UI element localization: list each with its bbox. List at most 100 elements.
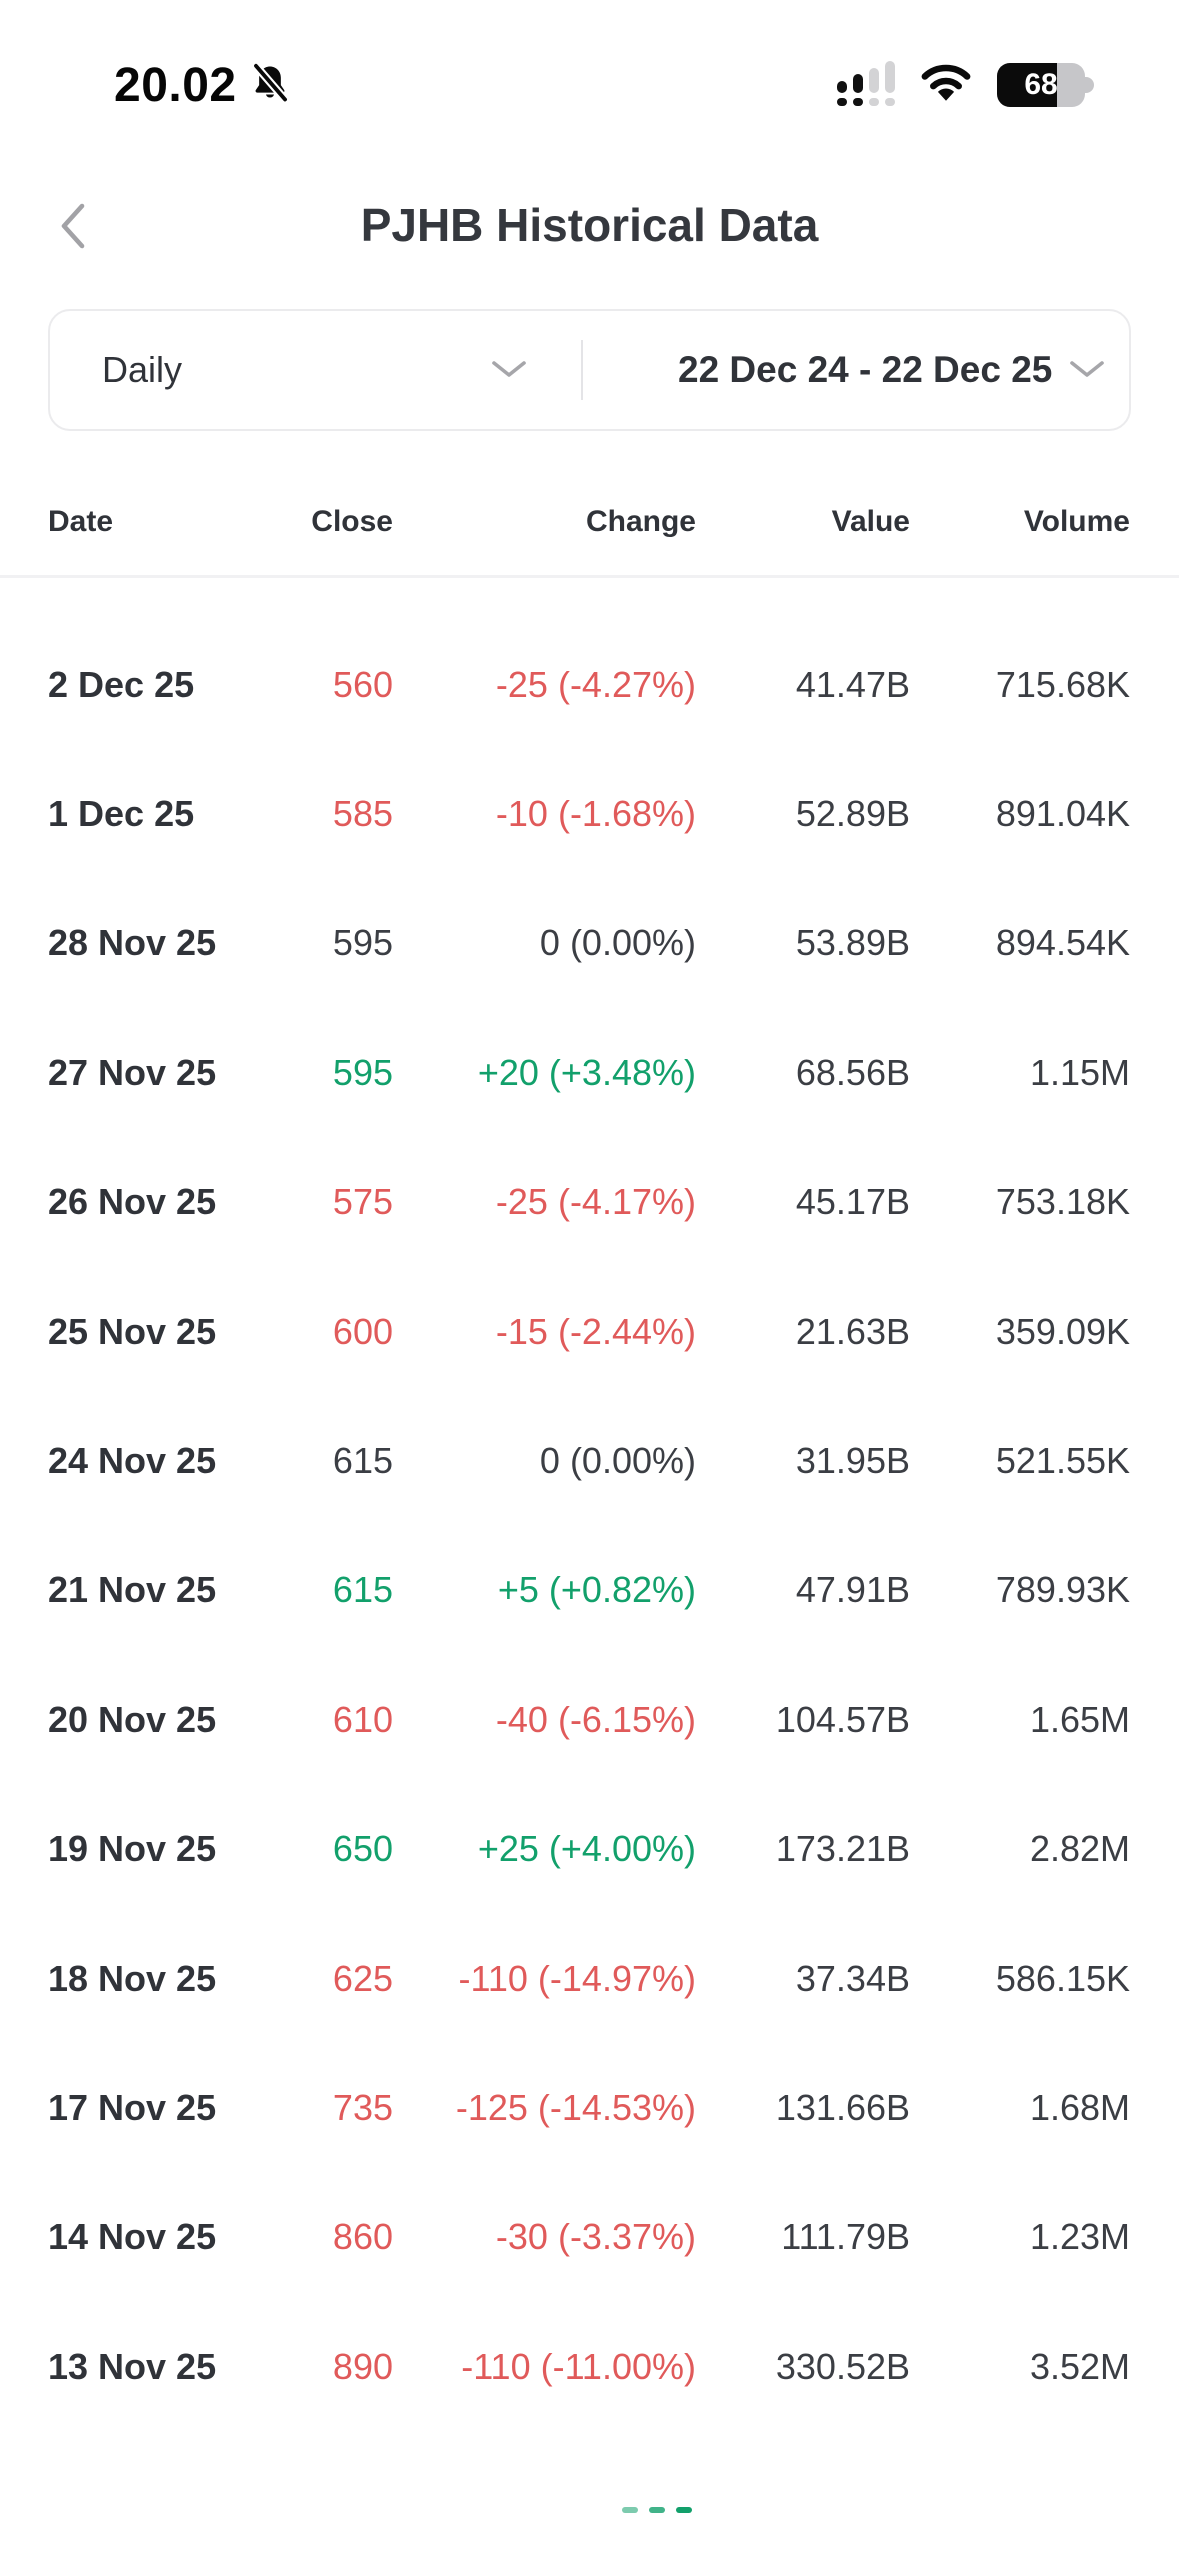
loading-dot (622, 2507, 638, 2513)
row-change: +5 (+0.82%) (497, 1569, 696, 1611)
row-volume: 1.15M (1029, 1051, 1130, 1093)
row-change: -125 (-14.53%) (455, 2086, 696, 2128)
row-value: 31.95B (795, 1440, 910, 1482)
row-change: -110 (-14.97%) (458, 1957, 696, 1999)
row-change: -40 (-6.15%) (495, 1698, 696, 1740)
table-row: 2 Dec 25 560 -25 (-4.27%) 41.47B 715.68K (48, 620, 1130, 749)
row-close: 560 (332, 663, 393, 705)
row-value: 111.79B (781, 2216, 910, 2258)
row-value: 104.57B (775, 1698, 910, 1740)
wifi-icon (921, 63, 971, 108)
battery-fill (997, 63, 1057, 107)
page-title: PJHB Historical Data (360, 199, 819, 251)
row-date: 21 Nov 25 (48, 1569, 217, 1611)
filter-card: Daily 22 Dec 24 - 22 Dec 25 (48, 309, 1131, 431)
row-close: 610 (332, 1698, 393, 1740)
filter-divider (581, 340, 583, 400)
row-change: -110 (-11.00%) (461, 2345, 696, 2387)
row-volume: 1.65M (1029, 1698, 1130, 1740)
row-value: 53.89B (795, 922, 910, 964)
table-row: 1 Dec 25 585 -10 (-1.68%) 52.89B 891.04K (48, 749, 1130, 878)
row-volume: 3.52M (1029, 2345, 1130, 2387)
row-change: 0 (0.00%) (539, 922, 696, 964)
row-value: 173.21B (775, 1828, 910, 1870)
row-close: 615 (332, 1440, 393, 1482)
row-value: 68.56B (795, 1051, 910, 1093)
row-close: 595 (332, 1051, 393, 1093)
row-close: 735 (332, 2086, 393, 2128)
column-header-volume: Volume (1023, 505, 1130, 538)
loading-dots (622, 2507, 692, 2513)
header-divider (0, 575, 1179, 578)
row-volume: 753.18K (995, 1181, 1130, 1223)
row-close: 585 (332, 793, 393, 835)
table-row: 26 Nov 25 575 -25 (-4.17%) 45.17B 753.18… (48, 1138, 1130, 1267)
battery-icon: 68 (997, 63, 1094, 107)
date-range-label: 22 Dec 24 - 22 Dec 25 (678, 349, 1053, 390)
period-dropdown[interactable]: Daily (50, 311, 579, 429)
column-header-change: Change (585, 505, 696, 538)
table-row: 17 Nov 25 735 -125 (-14.53%) 131.66B 1.6… (48, 2043, 1130, 2172)
back-button[interactable] (44, 198, 100, 254)
row-volume: 894.54K (995, 922, 1130, 964)
row-change: -25 (-4.27%) (495, 663, 696, 705)
row-change: +25 (+4.00%) (477, 1828, 696, 1870)
row-date: 20 Nov 25 (48, 1698, 217, 1740)
row-date: 19 Nov 25 (48, 1828, 217, 1870)
row-change: -15 (-2.44%) (495, 1310, 696, 1352)
table-row: 28 Nov 25 595 0 (0.00%) 53.89B 894.54K (48, 879, 1130, 1008)
row-value: 52.89B (795, 793, 910, 835)
chevron-down-icon (491, 360, 527, 385)
row-date: 26 Nov 25 (48, 1181, 217, 1223)
clock-text: 20.02 (114, 58, 237, 112)
row-change: -10 (-1.68%) (495, 793, 696, 835)
chevron-left-icon (61, 203, 85, 249)
row-close: 575 (332, 1181, 393, 1223)
row-date: 17 Nov 25 (48, 2086, 217, 2128)
row-volume: 2.82M (1029, 1828, 1130, 1870)
row-date: 2 Dec 25 (48, 663, 195, 705)
table-row: 27 Nov 25 595 +20 (+3.48%) 68.56B 1.15M (48, 1008, 1130, 1137)
row-volume: 715.68K (995, 663, 1130, 705)
row-volume: 359.09K (995, 1310, 1130, 1352)
row-date: 14 Nov 25 (48, 2216, 217, 2258)
date-range-dropdown[interactable]: 22 Dec 24 - 22 Dec 25 (583, 311, 1129, 429)
row-change: +20 (+3.48%) (477, 1051, 696, 1093)
row-date: 25 Nov 25 (48, 1310, 217, 1352)
row-volume: 1.23M (1029, 2216, 1130, 2258)
row-close: 650 (332, 1828, 393, 1870)
battery-cap (1085, 77, 1094, 93)
row-value: 47.91B (795, 1569, 910, 1611)
row-volume: 891.04K (995, 793, 1130, 835)
notifications-muted-icon (249, 61, 291, 109)
loading-dot (676, 2507, 692, 2513)
row-date: 1 Dec 25 (48, 793, 195, 835)
column-header-date: Date (48, 505, 114, 538)
table-row: 25 Nov 25 600 -15 (-2.44%) 21.63B 359.09… (48, 1267, 1130, 1396)
status-bar: 20.02 (0, 57, 1179, 113)
table-rows: 2 Dec 25 560 -25 (-4.27%) 41.47B 715.68K… (48, 620, 1130, 2431)
row-change: 0 (0.00%) (539, 1440, 696, 1482)
battery-percent-text: 68 (1024, 68, 1058, 101)
row-value: 21.63B (795, 1310, 910, 1352)
row-close: 890 (332, 2345, 393, 2387)
row-change: -25 (-4.17%) (495, 1181, 696, 1223)
row-value: 41.47B (795, 663, 910, 705)
chevron-down-icon (1069, 360, 1105, 385)
table-row: 14 Nov 25 860 -30 (-3.37%) 111.79B 1.23M (48, 2173, 1130, 2302)
cellular-signal-icon (837, 60, 895, 111)
row-value: 37.34B (795, 1957, 910, 1999)
row-volume: 586.15K (995, 1957, 1130, 1999)
row-date: 24 Nov 25 (48, 1440, 217, 1482)
row-date: 28 Nov 25 (48, 922, 217, 964)
table-row: 21 Nov 25 615 +5 (+0.82%) 47.91B 789.93K (48, 1526, 1130, 1655)
row-close: 595 (332, 922, 393, 964)
row-date: 18 Nov 25 (48, 1957, 217, 1999)
row-close: 615 (332, 1569, 393, 1611)
table-row: 13 Nov 25 890 -110 (-11.00%) 330.52B 3.5… (48, 2302, 1130, 2431)
table-row: 24 Nov 25 615 0 (0.00%) 31.95B 521.55K (48, 1396, 1130, 1525)
loading-dot (649, 2507, 665, 2513)
row-value: 330.52B (775, 2345, 910, 2387)
battery-body (997, 63, 1085, 107)
